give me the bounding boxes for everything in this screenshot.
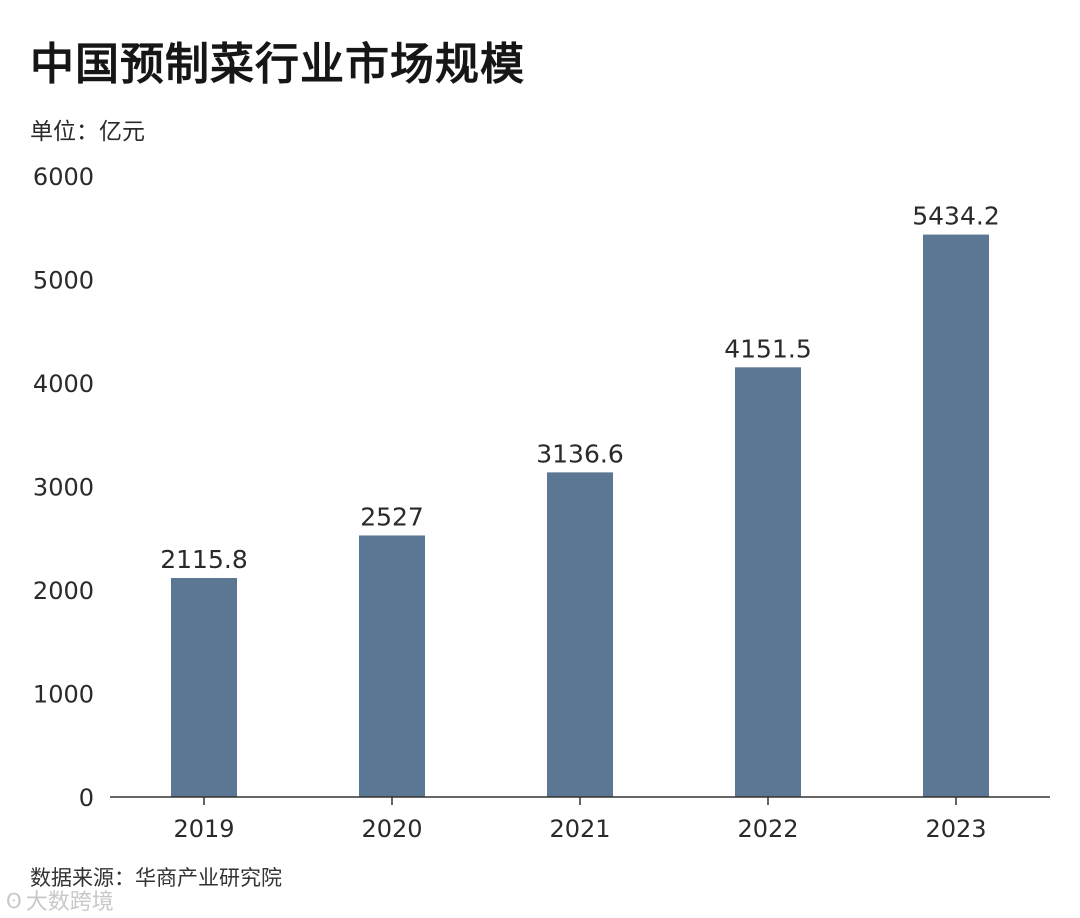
data-source: 数据来源：华商产业研究院	[30, 866, 282, 890]
bar	[171, 578, 237, 797]
y-tick-label: 0	[79, 784, 94, 812]
bar-value-label: 5434.2	[912, 202, 999, 231]
y-tick-label: 6000	[33, 163, 94, 191]
x-tick-label: 2020	[361, 815, 422, 843]
y-tick-label: 1000	[33, 681, 94, 709]
bar-value-label: 4151.5	[724, 334, 811, 363]
x-tick-label: 2019	[173, 815, 234, 843]
bar-value-label: 2115.8	[160, 545, 247, 574]
watermark-text: 大数跨境	[25, 890, 114, 915]
x-tick-label: 2023	[925, 815, 986, 843]
y-tick-label: 5000	[33, 267, 94, 295]
bar-value-label: 2527	[360, 502, 424, 531]
y-tick-label: 2000	[33, 577, 94, 605]
x-tick-label: 2022	[737, 815, 798, 843]
bar-value-label: 3136.6	[536, 439, 623, 468]
bar	[359, 535, 425, 797]
watermark: ʘ 大数跨境	[6, 884, 114, 916]
y-tick-label: 3000	[33, 474, 94, 502]
bar	[547, 472, 613, 797]
watermark-logo-icon: ʘ	[6, 889, 22, 913]
unit-label: 单位：亿元	[30, 119, 145, 145]
bar	[923, 234, 989, 797]
bar	[735, 367, 801, 797]
y-tick-label: 4000	[33, 370, 94, 398]
x-tick-label: 2021	[549, 815, 610, 843]
chart-title: 中国预制菜行业市场规模	[30, 39, 525, 90]
